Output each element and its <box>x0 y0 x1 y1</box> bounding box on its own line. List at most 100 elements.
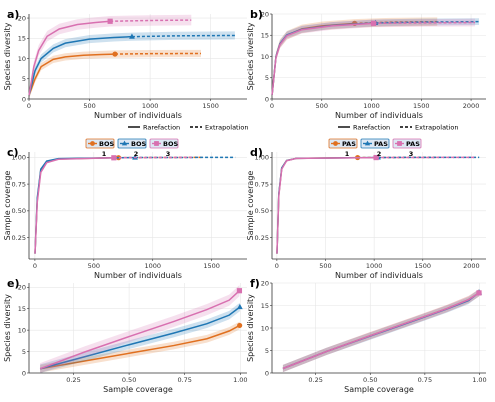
legend-key-marker <box>364 140 371 146</box>
x-tick-label: 0.25 <box>66 376 80 384</box>
legend-key-box <box>117 138 147 149</box>
legend-label: BOS <box>99 140 114 148</box>
y-tick-label: 10 <box>18 55 26 63</box>
series-legend-left: BOS 1 BOS 2 BOS 3 <box>85 138 178 158</box>
y-axis-title: Species diversity <box>3 294 12 362</box>
rarefaction-line <box>276 156 377 254</box>
y-tick-label: 0.50 <box>12 207 26 215</box>
y-tick-label: 0.75 <box>255 180 269 188</box>
panel-label: b) <box>250 8 263 21</box>
y-tick-label: 0.25 <box>12 234 26 242</box>
series-band <box>40 285 240 373</box>
reference-point <box>236 288 243 294</box>
series-legend-right: PAS 1 PAS 2 PAS 3 <box>328 138 422 158</box>
reference-point <box>129 33 135 39</box>
y-tick-label: 5 <box>265 74 269 82</box>
x-tick-label: 1500 <box>203 262 220 270</box>
y-axis-title: Sample coverage <box>246 171 255 241</box>
y-tick-label: 15 <box>18 305 26 313</box>
rarefaction-line <box>28 20 111 96</box>
y-tick-label: 0.75 <box>12 180 26 188</box>
x-tick-label: 1.00 <box>472 376 486 384</box>
y-tick-label: 15 <box>261 32 269 40</box>
legend-label: PAS <box>374 140 388 148</box>
x-tick-label: 0 <box>33 262 37 270</box>
series-band <box>29 14 192 99</box>
y-tick-label: 0 <box>22 369 26 377</box>
reference-point <box>107 18 113 24</box>
legend-key-marker <box>154 141 159 146</box>
rarefaction-line <box>39 290 240 370</box>
legend-key-marker <box>90 141 95 146</box>
y-tick-label: 10 <box>261 53 269 61</box>
x-tick-label: 0.50 <box>363 376 377 384</box>
plot-background <box>29 283 247 373</box>
reference-point <box>112 51 118 57</box>
reference-point <box>237 303 243 310</box>
x-axis-title: Number of individuals <box>94 271 182 280</box>
y-tick-label: 5 <box>22 75 26 83</box>
legend-label: BOS <box>131 140 146 148</box>
y-tick-label: 1.00 <box>255 154 269 162</box>
y-tick-label: 0 <box>265 369 269 377</box>
x-tick-label: 1500 <box>414 262 431 270</box>
legend-label: PAS <box>342 140 356 148</box>
panel-c: 0 500 1000 1500 0.25 0.50 0.75 1.00 Number of in… <box>3 146 247 280</box>
x-tick-label: 500 <box>316 102 328 110</box>
x-tick-label: 1000 <box>366 262 383 270</box>
panel-d: 0 500 1000 1500 2000 0.25 0.50 0.75 1.00 Number o… <box>246 146 486 280</box>
x-axis-title: Sample coverage <box>344 385 414 394</box>
legend-key-marker <box>121 140 128 146</box>
y-tick-label: 0 <box>265 95 269 103</box>
panel-b: 0 500 1000 1500 2000 0 5 10 15 20 Number of indivi… <box>246 8 486 120</box>
legend-sublabel: 2 <box>377 150 382 158</box>
y-tick-label: 15 <box>261 302 269 310</box>
legend-key-box <box>360 138 390 149</box>
panel-f: 0.25 0.50 0.75 1.00 0 5 10 15 20 Sample coverage S… <box>246 277 487 394</box>
series-band <box>282 288 480 373</box>
y-tick-label: 1.00 <box>12 154 26 162</box>
x-axis-title: Sample coverage <box>103 385 173 394</box>
rarefaction-label: Rarefaction <box>353 123 390 131</box>
y-tick-label: 0 <box>22 95 26 103</box>
x-axis-title: Number of individuals <box>94 111 182 120</box>
series-band <box>282 289 480 373</box>
extrapolation-line <box>110 19 192 23</box>
y-axis-title: Species diversity <box>246 22 255 90</box>
rarefaction-label: Rarefaction <box>143 123 180 131</box>
panel-label: d) <box>250 146 263 159</box>
rarefaction-line <box>34 157 114 254</box>
plot-background <box>29 152 247 259</box>
x-axis-title: Number of individuals <box>335 271 423 280</box>
rarefaction-line <box>39 306 241 370</box>
panel-e: 0.25 0.50 0.75 1.00 0 5 10 15 20 Sample coverage S… <box>3 277 248 394</box>
x-axis-title: Number of individuals <box>335 111 423 120</box>
x-tick-label: 1500 <box>413 102 430 110</box>
y-axis-title: Species diversity <box>3 22 12 90</box>
legend-sublabel: 2 <box>134 150 139 158</box>
reference-point <box>476 290 482 296</box>
x-tick-label: 500 <box>83 102 95 110</box>
x-tick-label: 1.00 <box>233 376 247 384</box>
rarefaction-line <box>282 292 480 370</box>
legend-key-marker <box>333 141 338 146</box>
rarefaction-line <box>39 324 241 370</box>
x-tick-label: 1500 <box>202 102 219 110</box>
y-tick-label: 20 <box>261 10 269 18</box>
series-band <box>272 17 438 99</box>
extrapolation-label: Extrapolation <box>205 123 249 131</box>
series-band <box>29 49 201 99</box>
panel-a: 0 500 1000 1500 0 5 10 15 20 Number of individual… <box>3 8 247 120</box>
x-tick-label: 0.75 <box>418 376 432 384</box>
series-band <box>29 31 235 99</box>
x-tick-label: 0 <box>275 262 279 270</box>
linetype-legend: Rarefaction Extrapolation <box>338 123 459 131</box>
extrapolation-label: Extrapolation <box>415 123 459 131</box>
rarefaction-line <box>271 22 374 95</box>
linetype-legend: Rarefaction Extrapolation <box>128 123 249 131</box>
x-tick-label: 1000 <box>144 262 161 270</box>
y-tick-label: 15 <box>18 35 26 43</box>
extrapolation-line <box>114 52 201 55</box>
panel-label: f) <box>250 277 260 290</box>
